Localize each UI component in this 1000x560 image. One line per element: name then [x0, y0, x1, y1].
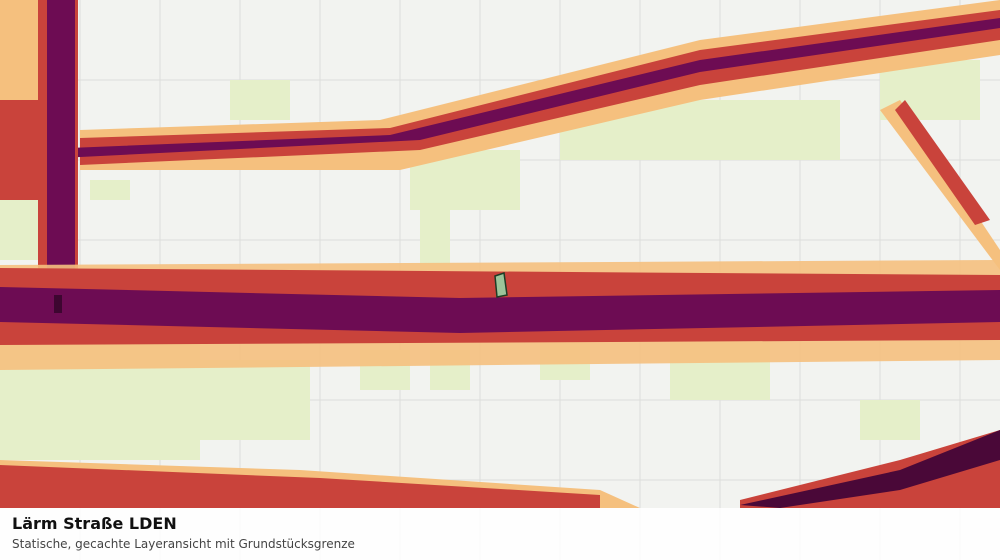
vertical-road [0, 0, 78, 290]
map-subtitle: Statische, gecachte Layeransicht mit Gru… [12, 537, 355, 551]
caption: Lärm Straße LDEN Statische, gecachte Lay… [0, 508, 1000, 560]
map-title: Lärm Straße LDEN [12, 514, 177, 533]
parcel-boundary [494, 272, 508, 298]
lower-road [0, 430, 1000, 508]
main-road [0, 260, 1000, 370]
upper-road [20, 0, 1000, 270]
